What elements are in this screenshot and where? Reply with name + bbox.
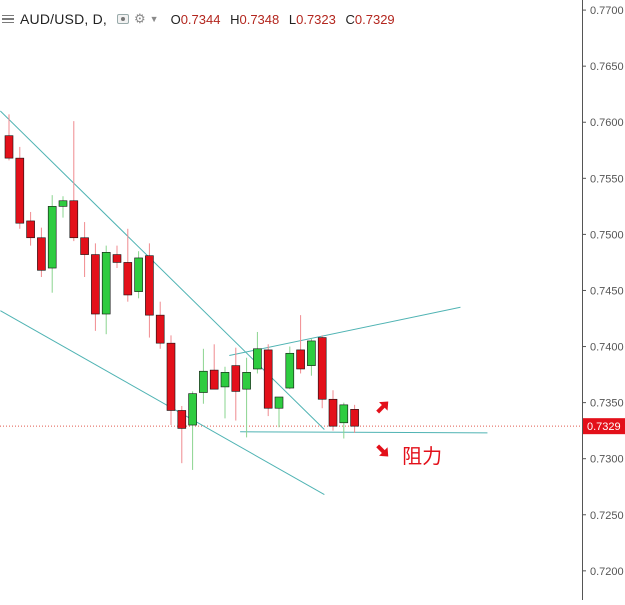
candle-body-up[interactable] (339, 404, 349, 424)
candle-body-up[interactable] (274, 396, 284, 409)
last-price-label: 0.7329 (587, 421, 621, 433)
y-tick-label: 0.7600 (590, 117, 624, 129)
candle-body-up[interactable] (134, 257, 143, 292)
high-label: H (230, 11, 240, 27)
candle-body-down[interactable] (4, 135, 14, 159)
candle-body-down[interactable] (69, 200, 79, 239)
y-tick-label: 0.7350 (590, 398, 624, 410)
horizontal-support-trendline[interactable] (240, 431, 488, 434)
low-label: L (288, 11, 297, 27)
ohlc-values: O0.7344 H0.7348 L0.7323 C0.7329 (171, 12, 395, 27)
candle-body-down[interactable] (263, 349, 273, 409)
candle-body-down[interactable] (296, 349, 305, 370)
candle-body-down[interactable] (166, 342, 176, 411)
candle-body-down[interactable] (177, 410, 187, 429)
chevron-down-icon[interactable]: ▼ (149, 14, 159, 24)
candle-body-up[interactable] (58, 200, 68, 207)
y-tick-label: 0.7300 (590, 454, 624, 466)
arrow-down-icon-shape (376, 444, 389, 457)
legend-bar: AUD/USD, D, ⚙ ▼ O0.7344 H0.7348 L0.7323 … (2, 9, 395, 29)
candle-body-down[interactable] (328, 398, 338, 427)
visibility-icon[interactable] (117, 14, 129, 24)
y-tick-label: 0.7550 (590, 173, 624, 185)
price-axis[interactable] (582, 0, 625, 600)
candle-body-up[interactable] (188, 393, 197, 426)
candle-body-up[interactable] (199, 370, 208, 393)
open-value: 0.7344 (180, 11, 221, 27)
y-tick-label: 0.7400 (590, 342, 624, 354)
candle-body-down[interactable] (91, 254, 100, 315)
menu-icon[interactable] (2, 13, 14, 26)
candle-body-up[interactable] (285, 352, 295, 389)
y-tick-label: 0.7450 (590, 285, 624, 297)
open-label: O (170, 11, 181, 27)
candle-body-down[interactable] (317, 337, 327, 400)
candle-body-up[interactable] (101, 252, 111, 315)
candle-body-up[interactable] (220, 372, 230, 388)
candle-body-down[interactable] (209, 369, 219, 390)
candle-body-up[interactable] (47, 206, 57, 269)
candle-body-down[interactable] (231, 365, 241, 392)
low-value: 0.7323 (296, 11, 336, 27)
close-label: C (345, 11, 355, 27)
candle-body-up[interactable] (253, 348, 262, 370)
candle-body-down[interactable] (80, 237, 89, 255)
resistance-annotation: 阻力 (402, 444, 442, 468)
y-tick-label: 0.7500 (590, 229, 624, 241)
lower-channel-trendline[interactable] (0, 310, 325, 496)
candle-body-up[interactable] (242, 372, 251, 390)
chart-area[interactable] (0, 0, 582, 600)
candle-body-down[interactable] (26, 220, 35, 239)
candle-body-down[interactable] (37, 237, 46, 271)
symbol-label[interactable]: AUD/USD, D, (20, 11, 107, 27)
close-value: 0.7329 (354, 11, 395, 27)
y-tick-label: 0.7700 (590, 5, 624, 17)
y-tick-label: 0.7200 (590, 566, 624, 578)
high-value: 0.7348 (239, 11, 280, 27)
candle-body-down[interactable] (155, 314, 165, 344)
y-tick-label: 0.7650 (590, 61, 624, 73)
arrow-down-icon (376, 444, 389, 457)
last-price-badge (583, 418, 625, 435)
candle-body-down[interactable] (123, 262, 133, 296)
candle-body-down[interactable] (145, 255, 154, 316)
gear-icon[interactable]: ⚙ (134, 11, 146, 26)
arrow-up-icon (376, 401, 389, 414)
candle-body-up[interactable] (307, 340, 316, 366)
y-tick-label: 0.7250 (590, 510, 624, 522)
candle-body-down[interactable] (15, 157, 25, 224)
candle-body-down[interactable] (350, 409, 359, 427)
arrow-up-icon-shape (376, 401, 389, 414)
candle-body-down[interactable] (112, 254, 122, 263)
